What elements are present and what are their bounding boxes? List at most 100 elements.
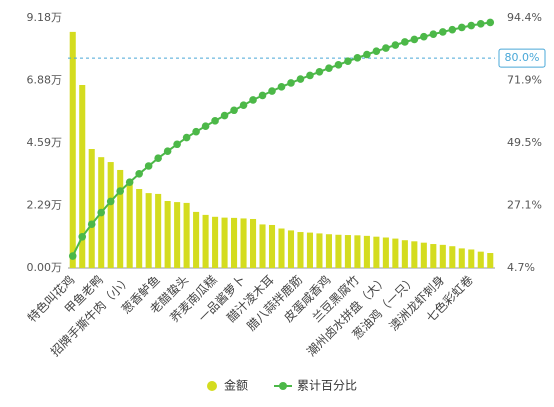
cumulative-point: [420, 32, 428, 41]
bar: [155, 193, 162, 268]
cumulative-point: [97, 208, 106, 217]
cumulative-point: [249, 96, 257, 104]
bar: [107, 162, 114, 268]
bar: [183, 202, 190, 268]
y2-tick-label: 4.7%: [507, 261, 535, 274]
cumulative-point: [116, 187, 124, 195]
bar: [335, 234, 342, 268]
bar: [392, 238, 399, 268]
bar: [202, 214, 209, 268]
bar: [268, 224, 276, 268]
y-tick-label: 4.59万: [27, 136, 63, 149]
bar: [363, 235, 370, 268]
bar: [126, 181, 133, 268]
bar: [306, 232, 314, 268]
cumulative-point: [448, 25, 457, 34]
cumulative-point: [296, 75, 305, 83]
bar: [297, 232, 304, 268]
cumulative-point: [220, 111, 229, 120]
cumulative-point: [201, 122, 210, 130]
y-tick-label: 6.88万: [27, 74, 63, 87]
bar: [344, 235, 351, 268]
bar: [439, 244, 446, 268]
legend-label: 金额: [224, 378, 248, 393]
bar: [69, 31, 76, 269]
cumulative-point: [182, 133, 191, 142]
y2-tick-label: 49.5%: [507, 136, 542, 149]
cumulative-point: [486, 18, 495, 27]
cumulative-point: [476, 20, 485, 28]
cumulative-point: [258, 91, 267, 100]
cumulative-point: [315, 67, 324, 76]
cumulative-point: [372, 47, 381, 55]
cumulative-point: [391, 41, 400, 49]
bar: [88, 148, 95, 268]
cumulative-point: [382, 44, 390, 52]
bar: [259, 224, 266, 268]
cumulative-point: [363, 50, 371, 59]
cumulative-point: [106, 197, 115, 206]
cumulative-point: [410, 35, 419, 44]
cumulative-point: [163, 147, 172, 156]
y-tick-label: 0.00万: [27, 261, 63, 274]
bar: [449, 246, 456, 268]
bar: [136, 189, 143, 268]
cumulative-point: [144, 162, 153, 170]
y2-tick-label: 94.4%: [507, 11, 542, 24]
cumulative-point: [467, 21, 476, 30]
bar: [373, 236, 380, 268]
bar: [164, 201, 171, 268]
cumulative-line: [71, 21, 491, 257]
y2-tick-label: 27.1%: [507, 199, 542, 212]
bar: [487, 253, 494, 268]
cumulative-point: [68, 252, 77, 260]
cumulative-point: [87, 220, 96, 229]
bar: [316, 233, 323, 268]
cumulative-point: [268, 87, 276, 95]
bar: [401, 240, 408, 268]
bar: [287, 230, 295, 268]
legend-swatch: [207, 381, 217, 391]
bar: [231, 217, 238, 268]
cumulative-point: [230, 106, 238, 115]
bar: [420, 242, 427, 268]
cumulative-point: [429, 30, 438, 38]
bar: [240, 218, 247, 268]
cumulative-point: [154, 154, 162, 162]
cumulative-point: [211, 117, 219, 125]
bar: [325, 234, 332, 268]
bar: [382, 237, 389, 268]
cumulative-point: [439, 28, 447, 36]
cumulative-point: [287, 79, 295, 87]
cumulative-point: [325, 64, 333, 72]
cumulative-point: [277, 83, 286, 91]
legend-swatch: [279, 382, 287, 390]
y-tick-label: 9.18万: [27, 11, 63, 24]
cumulative-point: [135, 169, 143, 178]
bar: [221, 217, 228, 268]
bar: [79, 84, 86, 268]
y2-tick-label: 71.9%: [507, 74, 542, 87]
cumulative-point: [457, 23, 466, 32]
bar: [145, 193, 152, 268]
cumulative-point: [78, 232, 87, 241]
bar: [174, 202, 181, 268]
bar: [477, 251, 484, 268]
reference-label-box: [498, 48, 546, 68]
bar: [117, 169, 124, 268]
bar: [411, 241, 418, 268]
legend-label: 累计百分比: [297, 379, 357, 393]
bar: [212, 216, 219, 268]
bar: [354, 235, 361, 268]
cumulative-point: [173, 140, 181, 149]
cumulative-point: [334, 61, 343, 69]
cumulative-point: [344, 57, 352, 65]
bar: [193, 211, 200, 268]
bar: [458, 248, 465, 268]
bar: [430, 244, 437, 268]
cumulative-point: [192, 127, 200, 136]
reference-label: 80.0%: [505, 51, 540, 64]
cumulative-point: [401, 38, 409, 46]
cumulative-point: [353, 54, 362, 62]
cumulative-point: [306, 71, 314, 80]
